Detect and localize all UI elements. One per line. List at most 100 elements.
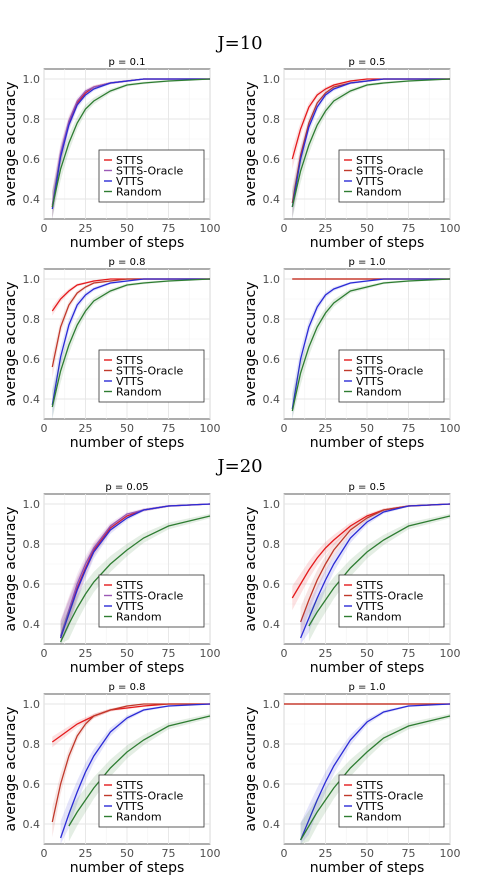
legend-label: Random — [116, 186, 162, 199]
y-tick-label: 0.4 — [263, 193, 281, 206]
panel-title: p = 1.0 — [349, 682, 386, 693]
y-axis-label: average accuracy — [3, 282, 19, 407]
y-tick-label: 0.4 — [23, 818, 41, 831]
panel-title: p = 0.8 — [109, 682, 146, 693]
confidence-band — [308, 513, 450, 642]
x-tick-label: 100 — [200, 847, 221, 860]
y-tick-label: 0.6 — [23, 353, 41, 366]
x-axis-label: number of steps — [70, 860, 185, 876]
section-title: J=20 — [215, 456, 262, 477]
x-tick-label: 25 — [79, 422, 93, 435]
legend-label: STTS — [116, 579, 143, 592]
x-tick-label: 25 — [319, 422, 333, 435]
y-tick-label: 0.4 — [23, 618, 41, 631]
x-tick-label: 0 — [41, 847, 48, 860]
x-tick-label: 50 — [360, 647, 374, 660]
y-tick-label: 1.0 — [23, 698, 41, 711]
y-tick-label: 0.6 — [263, 778, 281, 791]
x-tick-label: 75 — [162, 222, 176, 235]
x-tick-label: 0 — [41, 422, 48, 435]
series-line — [68, 715, 211, 827]
series-line — [291, 278, 451, 412]
legend-label: STTS — [356, 154, 383, 167]
legend-label: STTS — [356, 779, 383, 792]
y-axis-label: average accuracy — [3, 82, 19, 207]
y-tick-label: 1.0 — [263, 698, 281, 711]
series-line — [291, 278, 450, 410]
x-tick-label: 25 — [319, 647, 333, 660]
x-tick-label: 100 — [200, 647, 221, 660]
series-line — [299, 503, 451, 639]
legend-label: VTTS — [356, 175, 384, 188]
legend-label: VTTS — [356, 375, 384, 388]
chart-panel: p = 0.8 0 25 50 75 100 0.4 0.6 0.8 1.0 number of s… — [3, 257, 221, 451]
legend-label: Random — [356, 611, 402, 624]
y-tick-label: 0.8 — [23, 113, 41, 126]
chart-panel: p = 0.5 0 25 50 75 100 0.4 0.6 0.8 1.0 number of s… — [243, 57, 461, 251]
x-axis-label: number of steps — [70, 660, 185, 676]
x-tick-label: 50 — [120, 847, 134, 860]
series-line — [51, 278, 210, 406]
y-axis-label: average accuracy — [3, 507, 19, 632]
x-tick-label: 100 — [440, 222, 461, 235]
x-axis-label: number of steps — [310, 860, 425, 876]
y-tick-label: 0.8 — [23, 738, 41, 751]
legend-label: Random — [116, 811, 162, 824]
y-tick-label: 0.8 — [263, 738, 281, 751]
confidence-band — [60, 504, 210, 644]
panel-title: p = 0.05 — [105, 482, 148, 493]
legend-box — [98, 149, 205, 203]
series-line — [291, 78, 450, 208]
chart-panel: p = 1.0 0 25 50 75 100 0.4 0.6 0.8 1.0 number of s… — [243, 257, 461, 451]
y-tick-label: 1.0 — [23, 73, 41, 86]
y-axis-label: average accuracy — [243, 282, 259, 407]
y-tick-label: 0.6 — [263, 153, 281, 166]
x-tick-label: 0 — [41, 222, 48, 235]
x-tick-label: 75 — [162, 847, 176, 860]
x-tick-label: 75 — [402, 222, 416, 235]
legend-label: STTS-Oracle — [116, 165, 184, 178]
x-tick-label: 0 — [281, 222, 288, 235]
x-tick-label: 0 — [281, 422, 288, 435]
series-line — [59, 503, 211, 639]
x-tick-label: 0 — [281, 647, 288, 660]
y-tick-label: 0.4 — [23, 193, 41, 206]
y-tick-label: 0.6 — [23, 778, 41, 791]
legend-box — [338, 774, 445, 828]
y-axis-label: average accuracy — [3, 707, 19, 832]
series-line — [299, 503, 451, 623]
x-tick-label: 100 — [440, 847, 461, 860]
confidence-band — [68, 713, 211, 842]
legend-label: Random — [116, 611, 162, 624]
x-axis-label: number of steps — [70, 235, 185, 251]
legend-label: STTS — [356, 579, 383, 592]
y-tick-label: 0.6 — [263, 578, 281, 591]
x-axis-label: number of steps — [70, 435, 185, 451]
series-line — [51, 278, 211, 408]
x-tick-label: 25 — [79, 647, 93, 660]
series-line — [51, 78, 211, 208]
x-tick-label: 50 — [120, 422, 134, 435]
legend-label: STTS-Oracle — [356, 365, 424, 378]
panel-title: p = 1.0 — [349, 257, 386, 268]
series-line — [299, 703, 451, 841]
y-tick-label: 1.0 — [263, 273, 281, 286]
y-axis-label: average accuracy — [243, 507, 259, 632]
y-tick-label: 1.0 — [263, 73, 281, 86]
x-tick-label: 75 — [402, 422, 416, 435]
legend-box — [98, 574, 205, 628]
chart-panel: p = 0.5 0 25 50 75 100 0.4 0.6 0.8 1.0 number of s… — [243, 482, 461, 676]
x-tick-label: 100 — [200, 422, 221, 435]
chart-panel: p = 0.8 0 25 50 75 100 0.4 0.6 0.8 1.0 number of s… — [3, 682, 221, 876]
x-axis-label: number of steps — [310, 660, 425, 676]
confidence-band — [300, 704, 450, 844]
y-tick-label: 0.4 — [23, 393, 41, 406]
legend-label: VTTS — [116, 375, 144, 388]
y-tick-label: 0.8 — [23, 538, 41, 551]
y-axis-label: average accuracy — [243, 82, 259, 207]
